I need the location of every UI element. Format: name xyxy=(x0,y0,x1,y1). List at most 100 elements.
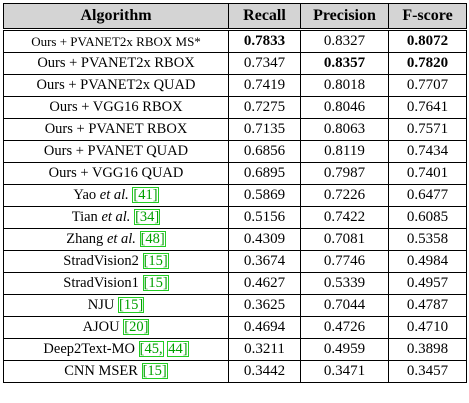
algorithm-name: StradVision2 xyxy=(63,253,143,269)
algorithm-cell: AJOU [20] xyxy=(3,316,229,339)
algorithm-cell: Yao et al. [41] xyxy=(3,184,229,207)
algorithm-name: AJOU xyxy=(82,319,124,335)
recall-cell: 0.3211 xyxy=(228,338,301,361)
header-row: Algorithm Recall Precision F-score xyxy=(3,3,467,30)
recall-cell: 0.3442 xyxy=(228,360,301,383)
table-row: NJU [15] 0.3625 0.7044 0.4787 xyxy=(3,294,467,317)
table-row: Deep2Text-MO [45, 44] 0.3211 0.4959 0.3898 xyxy=(3,338,467,361)
citation-link[interactable]: 44] xyxy=(167,341,189,357)
fscore-cell: 0.3898 xyxy=(388,338,467,361)
citation-link[interactable]: [15] xyxy=(142,253,169,269)
recall-cell: 0.4627 xyxy=(228,272,301,295)
algorithm-cell: Tian et al. [34] xyxy=(3,206,229,229)
header-algorithm: Algorithm xyxy=(3,3,229,30)
algorithm-cell: Ours + PVANET QUAD xyxy=(3,140,229,163)
algorithm-name: Ours + PVANET QUAD xyxy=(43,143,189,159)
fscore-cell: 0.7571 xyxy=(388,118,467,141)
recall-cell: 0.3674 xyxy=(228,250,301,273)
table-row: CNN MSER [15] 0.3442 0.3471 0.3457 xyxy=(3,360,467,383)
fscore-cell: 0.7434 xyxy=(388,140,467,163)
algorithm-cell: NJU [15] xyxy=(3,294,229,317)
precision-cell: 0.7044 xyxy=(300,294,389,317)
algorithm-name: Tian xyxy=(71,209,102,225)
algorithm-cell: StradVision1 [15] xyxy=(3,272,229,295)
fscore-cell: 0.8072 xyxy=(388,28,467,53)
citation-link[interactable]: [41] xyxy=(132,187,159,203)
fscore-cell: 0.4984 xyxy=(388,250,467,273)
algorithm-name: StradVision1 xyxy=(63,275,143,291)
recall-cell: 0.5869 xyxy=(228,184,301,207)
recall-cell: 0.7833 xyxy=(228,28,301,53)
fscore-cell: 0.3457 xyxy=(388,360,467,383)
recall-cell: 0.4694 xyxy=(228,316,301,339)
table-row: AJOU [20] 0.4694 0.4726 0.4710 xyxy=(3,316,467,339)
algorithm-name: Ours + PVANET RBOX xyxy=(44,121,188,137)
fscore-cell: 0.7820 xyxy=(388,52,467,75)
recall-cell: 0.7275 xyxy=(228,96,301,119)
fscore-cell: 0.4787 xyxy=(388,294,467,317)
precision-cell: 0.5339 xyxy=(300,272,389,295)
precision-cell: 0.8018 xyxy=(300,74,389,97)
recall-cell: 0.6856 xyxy=(228,140,301,163)
citation-link[interactable]: [45, xyxy=(138,341,164,357)
recall-cell: 0.6895 xyxy=(228,162,301,185)
precision-cell: 0.8357 xyxy=(300,52,389,75)
algorithm-cell: Deep2Text-MO [45, 44] xyxy=(3,338,229,361)
recall-cell: 0.7419 xyxy=(228,74,301,97)
table-row: Ours + VGG16 RBOX 0.7275 0.8046 0.7641 xyxy=(3,96,467,119)
precision-cell: 0.8119 xyxy=(300,140,389,163)
header-recall: Recall xyxy=(228,3,301,30)
citation-link[interactable]: [34] xyxy=(134,209,161,225)
header-precision: Precision xyxy=(300,3,389,30)
fscore-cell: 0.6085 xyxy=(388,206,467,229)
precision-cell: 0.7081 xyxy=(300,228,389,251)
algorithm-name-italic: et al. xyxy=(106,231,136,247)
precision-cell: 0.8046 xyxy=(300,96,389,119)
algorithm-name: Ours + VGG16 RBOX xyxy=(49,99,183,115)
algorithm-name: Ours + PVANET2x RBOX xyxy=(37,55,195,71)
algorithm-cell: CNN MSER [15] xyxy=(3,360,229,383)
results-table: Algorithm Recall Precision F-score Ours … xyxy=(3,3,467,383)
table-row: StradVision1 [15] 0.4627 0.5339 0.4957 xyxy=(3,272,467,295)
fscore-cell: 0.6477 xyxy=(388,184,467,207)
algorithm-cell: Ours + PVANET2x QUAD xyxy=(3,74,229,97)
fscore-cell: 0.4710 xyxy=(388,316,467,339)
precision-cell: 0.7422 xyxy=(300,206,389,229)
precision-cell: 0.8063 xyxy=(300,118,389,141)
algorithm-name: Yao xyxy=(73,187,100,203)
algorithm-name-italic: et al. xyxy=(99,187,129,203)
precision-cell: 0.7226 xyxy=(300,184,389,207)
algorithm-cell: Ours + VGG16 RBOX xyxy=(3,96,229,119)
algorithm-cell: Ours + PVANET RBOX xyxy=(3,118,229,141)
table-row: Yao et al. [41] 0.5869 0.7226 0.6477 xyxy=(3,184,467,207)
precision-cell: 0.4726 xyxy=(300,316,389,339)
algorithm-cell: StradVision2 [15] xyxy=(3,250,229,273)
recall-cell: 0.7347 xyxy=(228,52,301,75)
table-row: Zhang et al. [48] 0.4309 0.7081 0.5358 xyxy=(3,228,467,251)
algorithm-cell: Zhang et al. [48] xyxy=(3,228,229,251)
citation-link[interactable]: [15] xyxy=(142,275,169,291)
algorithm-name: Ours + PVANET2x QUAD xyxy=(36,77,196,93)
fscore-cell: 0.7707 xyxy=(388,74,467,97)
table-body: Ours + PVANET2x RBOX MS* 0.7833 0.8327 0.80… xyxy=(3,28,467,383)
algorithm-name: CNN MSER xyxy=(64,363,142,379)
recall-cell: 0.3625 xyxy=(228,294,301,317)
fscore-cell: 0.4957 xyxy=(388,272,467,295)
citation-link[interactable]: [48] xyxy=(139,231,166,247)
fscore-cell: 0.7641 xyxy=(388,96,467,119)
precision-cell: 0.4959 xyxy=(300,338,389,361)
precision-cell: 0.8327 xyxy=(300,28,389,53)
citation-link[interactable]: [15] xyxy=(118,297,145,313)
table-row: Ours + PVANET2x RBOX MS* 0.7833 0.8327 0.80… xyxy=(3,28,467,53)
table-row: Ours + PVANET RBOX 0.7135 0.8063 0.7571 xyxy=(3,118,467,141)
algorithm-name-italic: et al. xyxy=(101,209,131,225)
table-row: StradVision2 [15] 0.3674 0.7746 0.4984 xyxy=(3,250,467,273)
algorithm-name: NJU xyxy=(87,297,119,313)
table-row: Ours + PVANET2x RBOX 0.7347 0.8357 0.7820 xyxy=(3,52,467,75)
citation-link[interactable]: [20] xyxy=(123,319,150,335)
algorithm-name: Deep2Text-MO xyxy=(43,341,139,357)
algorithm-cell: Ours + VGG16 QUAD xyxy=(3,162,229,185)
fscore-cell: 0.7401 xyxy=(388,162,467,185)
citation-link[interactable]: [15] xyxy=(141,363,168,379)
precision-cell: 0.7987 xyxy=(300,162,389,185)
